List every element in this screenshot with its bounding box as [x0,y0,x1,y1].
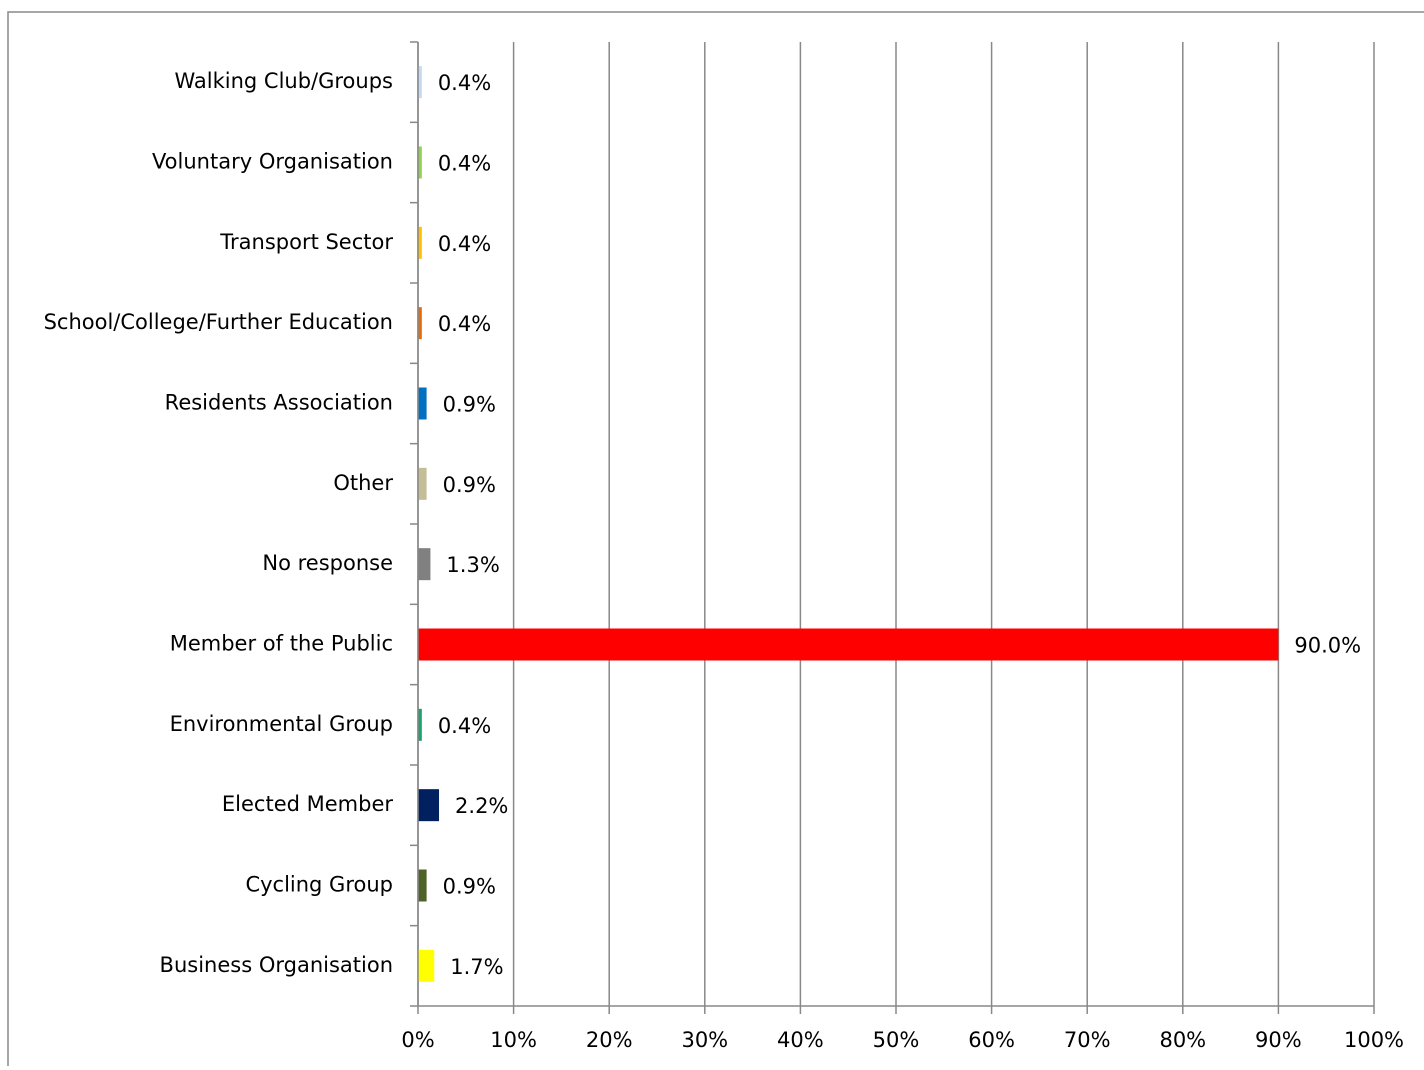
bar [418,949,435,982]
value-label: 1.3% [446,553,499,577]
bar [418,387,427,420]
bar [418,628,1279,661]
bar [418,869,427,902]
value-label: 0.4% [438,152,491,176]
x-tick-label: 80% [1159,1028,1206,1052]
y-tick-label: Elected Member [222,792,393,816]
x-tick-label: 30% [681,1028,728,1052]
y-tick-label: No response [262,551,393,575]
x-tick-label: 100% [1344,1028,1404,1052]
bar [418,789,440,822]
y-tick-label: Other [333,471,393,495]
bar [418,548,431,581]
bar [418,307,422,340]
y-tick-label: Walking Club/Groups [174,69,393,93]
value-label: 2.2% [455,794,508,818]
y-tick-label: Voluntary Organisation [152,150,393,174]
value-label: 0.9% [443,473,496,497]
x-tick-label: 50% [873,1028,920,1052]
bar [418,467,427,500]
value-label: 0.4% [438,312,491,336]
y-tick-label: Member of the Public [170,632,393,656]
value-label: 1.7% [450,955,503,979]
x-tick-label: 40% [777,1028,824,1052]
bar [418,146,422,179]
value-label: 0.9% [443,875,496,899]
bar [418,226,422,259]
value-label: 0.4% [438,714,491,738]
value-label: 0.4% [438,232,491,256]
y-tick-label: Residents Association [165,391,393,415]
y-tick-label: Transport Sector [219,230,393,254]
x-tick-label: 60% [968,1028,1015,1052]
x-tick-label: 10% [490,1028,537,1052]
bar [418,708,422,741]
x-tick-label: 70% [1064,1028,1111,1052]
value-label: 0.4% [438,71,491,95]
x-tick-label: 20% [586,1028,633,1052]
value-label: 90.0% [1294,634,1361,658]
x-tick-label: 90% [1255,1028,1302,1052]
y-tick-label: Environmental Group [170,712,393,736]
y-tick-label: School/College/Further Education [44,310,393,334]
y-tick-label: Business Organisation [160,953,393,977]
bar [418,66,422,99]
chart-border [7,11,1424,1066]
y-tick-label: Cycling Group [245,873,393,897]
value-label: 0.9% [443,393,496,417]
x-tick-label: 0% [401,1028,434,1052]
